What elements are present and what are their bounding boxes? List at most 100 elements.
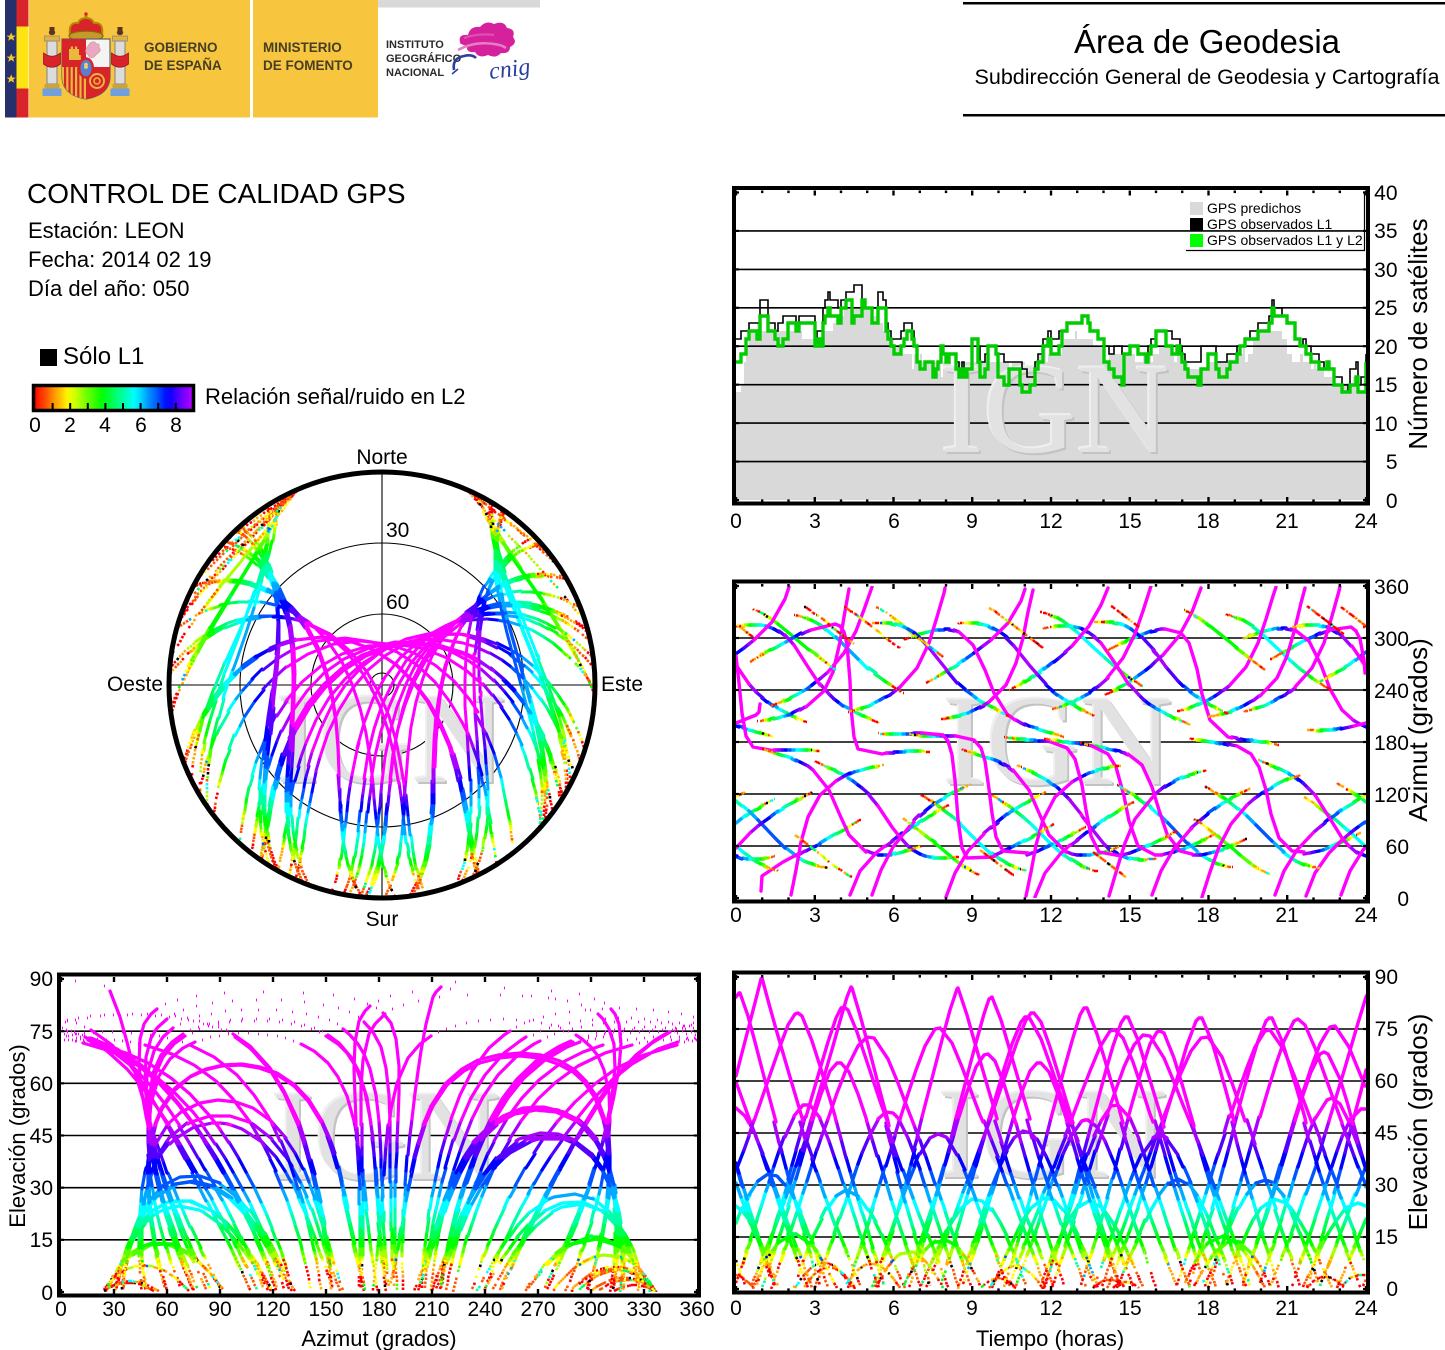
svg-text:60: 60: [155, 1298, 178, 1321]
svg-text:18: 18: [1196, 904, 1219, 927]
svg-text:CONTROL DE CALIDAD GPS: CONTROL DE CALIDAD GPS: [27, 178, 406, 209]
svg-text:3: 3: [809, 1297, 821, 1320]
svg-text:0: 0: [1397, 888, 1409, 911]
svg-text:IGN: IGN: [940, 337, 1169, 480]
svg-text:cnig: cnig: [488, 54, 532, 85]
svg-text:MINISTERIO: MINISTERIO: [263, 40, 342, 55]
svg-text:Sólo L1: Sólo L1: [63, 343, 144, 370]
svg-text:0: 0: [41, 1282, 53, 1305]
svg-text:Norte: Norte: [356, 446, 407, 469]
svg-text:240: 240: [467, 1298, 502, 1321]
svg-text:15: 15: [1118, 904, 1141, 927]
svg-text:12: 12: [1039, 904, 1062, 927]
svg-text:6: 6: [888, 510, 900, 533]
svg-text:30: 30: [386, 519, 409, 542]
svg-text:15: 15: [1375, 1226, 1398, 1249]
svg-text:9: 9: [966, 1297, 978, 1320]
svg-text:Área de Geodesia: Área de Geodesia: [1074, 23, 1341, 60]
svg-text:Día del año: 050: Día del año: 050: [28, 276, 189, 301]
svg-text:180: 180: [1374, 732, 1409, 755]
svg-text:60: 60: [1386, 836, 1409, 859]
svg-text:0: 0: [730, 510, 742, 533]
svg-text:270: 270: [520, 1298, 555, 1321]
svg-text:60: 60: [30, 1073, 53, 1096]
svg-text:90: 90: [30, 968, 53, 991]
svg-text:21: 21: [1275, 1297, 1298, 1320]
svg-text:35: 35: [1374, 220, 1397, 243]
svg-text:60: 60: [386, 591, 409, 614]
svg-text:21: 21: [1275, 904, 1298, 927]
svg-text:30: 30: [1375, 1174, 1398, 1197]
svg-text:2: 2: [64, 414, 76, 437]
svg-text:360: 360: [679, 1298, 714, 1321]
svg-text:15: 15: [1118, 510, 1141, 533]
svg-text:INSTITUTO: INSTITUTO: [386, 39, 444, 51]
svg-text:6: 6: [888, 904, 900, 927]
svg-text:15: 15: [1118, 1297, 1141, 1320]
svg-text:6: 6: [888, 1297, 900, 1320]
svg-text:8: 8: [170, 414, 182, 437]
svg-text:NACIONAL: NACIONAL: [386, 67, 444, 79]
svg-text:Estación: LEON: Estación: LEON: [28, 218, 185, 243]
svg-text:Subdirección General de Geodes: Subdirección General de Geodesia y Carto…: [975, 65, 1440, 89]
svg-text:30: 30: [30, 1177, 53, 1200]
svg-text:75: 75: [30, 1021, 53, 1044]
svg-text:Elevación (grados): Elevación (grados): [5, 1044, 30, 1227]
svg-text:90: 90: [1375, 966, 1398, 989]
svg-text:90: 90: [208, 1298, 231, 1321]
svg-text:18: 18: [1196, 510, 1219, 533]
svg-text:Relación señal/ruido en L2: Relación señal/ruido en L2: [205, 384, 466, 409]
svg-text:12: 12: [1039, 510, 1062, 533]
svg-text:GOBIERNO: GOBIERNO: [144, 40, 218, 55]
svg-text:330: 330: [626, 1298, 661, 1321]
svg-text:15: 15: [1374, 374, 1397, 397]
svg-text:120: 120: [1374, 784, 1409, 807]
svg-text:GPS observados L1: GPS observados L1: [1207, 216, 1333, 232]
svg-text:Sur: Sur: [366, 908, 399, 931]
svg-text:75: 75: [1375, 1018, 1398, 1041]
svg-text:45: 45: [1375, 1122, 1398, 1145]
svg-text:10: 10: [1374, 413, 1397, 436]
svg-text:DE FOMENTO: DE FOMENTO: [263, 58, 353, 73]
svg-text:3: 3: [809, 904, 821, 927]
svg-text:150: 150: [308, 1298, 343, 1321]
svg-text:6: 6: [135, 414, 147, 437]
svg-text:210: 210: [414, 1298, 449, 1321]
svg-text:Este: Este: [601, 673, 643, 696]
svg-text:Azimut (grados): Azimut (grados): [1403, 638, 1433, 822]
svg-text:IGN: IGN: [936, 1060, 1165, 1203]
svg-text:300: 300: [573, 1298, 608, 1321]
svg-text:21: 21: [1275, 510, 1298, 533]
svg-text:9: 9: [966, 904, 978, 927]
svg-text:30: 30: [102, 1298, 125, 1321]
svg-text:4: 4: [99, 414, 111, 437]
svg-text:30: 30: [1374, 259, 1397, 282]
svg-text:3: 3: [809, 510, 821, 533]
svg-text:Fecha: 2014 02 19: Fecha: 2014 02 19: [28, 247, 211, 272]
svg-text:0: 0: [730, 1297, 742, 1320]
svg-text:Número de satélites: Número de satélites: [1403, 218, 1433, 449]
svg-text:0: 0: [730, 904, 742, 927]
svg-text:12: 12: [1039, 1297, 1062, 1320]
svg-text:240: 240: [1374, 680, 1409, 703]
svg-text:Azimut (grados): Azimut (grados): [301, 1326, 456, 1350]
svg-text:5: 5: [1386, 451, 1398, 474]
svg-text:40: 40: [1374, 182, 1397, 205]
svg-text:24: 24: [1354, 510, 1378, 533]
svg-text:Elevación (grados): Elevación (grados): [1403, 1014, 1433, 1231]
svg-text:0: 0: [1386, 1278, 1398, 1301]
svg-text:GPS observados L1 y L2: GPS observados L1 y L2: [1207, 232, 1363, 248]
svg-text:25: 25: [1374, 297, 1397, 320]
svg-text:GEOGRÁFICO: GEOGRÁFICO: [386, 52, 462, 65]
svg-text:GPS predichos: GPS predichos: [1207, 200, 1301, 216]
svg-text:0: 0: [1386, 490, 1398, 513]
svg-text:24: 24: [1354, 904, 1378, 927]
svg-text:45: 45: [30, 1125, 53, 1148]
svg-text:360: 360: [1374, 576, 1409, 599]
svg-text:0: 0: [55, 1298, 67, 1321]
svg-text:300: 300: [1374, 628, 1409, 651]
svg-text:18: 18: [1196, 1297, 1219, 1320]
svg-text:24: 24: [1354, 1297, 1378, 1320]
svg-text:120: 120: [255, 1298, 290, 1321]
svg-text:60: 60: [1375, 1070, 1398, 1093]
